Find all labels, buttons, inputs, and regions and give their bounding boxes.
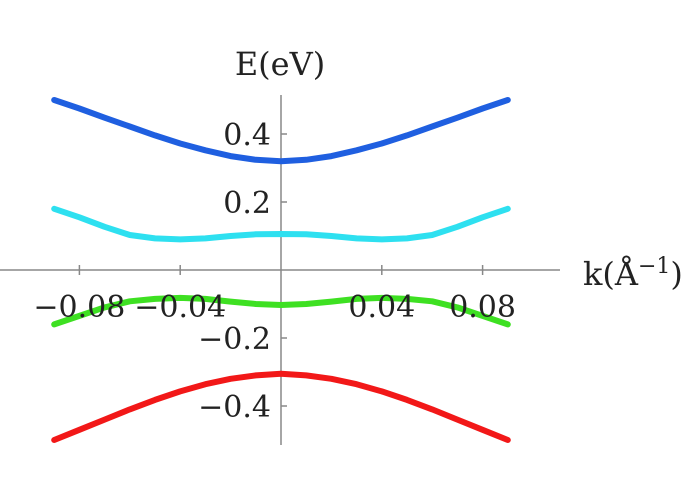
x-tick-label: 0.04 [348,290,415,325]
x-tick-label: 0.08 [449,290,516,325]
bands [51,97,511,443]
axes [0,95,560,445]
x-axis-label-sup: −1 [638,254,670,279]
band-line-1 [51,97,511,165]
x-axis-label-main: k(Å [583,255,639,293]
y-tick-label: 0.2 [223,186,271,221]
ticks: −0.08 −0.04 0.04 0.08 0.4 0.2 −0.2 −0.4 [33,118,516,425]
y-axis-label: E(eV) [235,45,325,83]
band-line-2 [51,205,511,243]
y-tick-label: 0.4 [223,118,271,153]
band-line-3 [51,294,511,328]
x-axis-label-close: ) [670,255,682,293]
band-line-4 [51,370,511,443]
x-axis-label: k(Å−1) [583,254,683,293]
x-tick-label: −0.08 [33,290,125,325]
y-tick-label: −0.4 [198,390,271,425]
x-tick-label: −0.04 [134,290,226,325]
y-tick-label: −0.2 [198,322,271,357]
